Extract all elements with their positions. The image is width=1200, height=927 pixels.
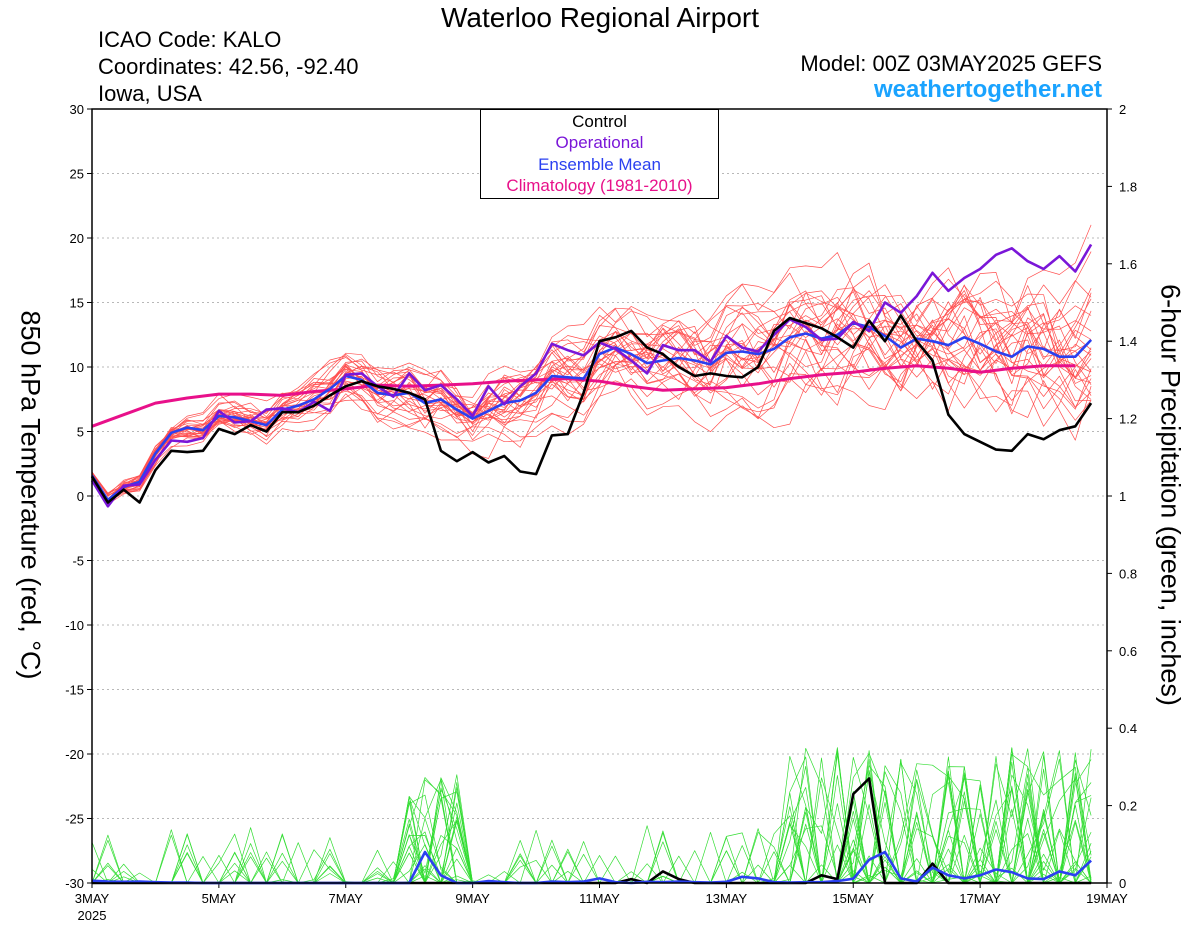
x-tick-label: 13MAY [706, 891, 748, 906]
legend-ensemble-mean: Ensemble Mean [538, 155, 661, 174]
x-tick-label: 5MAY [202, 891, 237, 906]
y-tick-label: -20 [65, 747, 84, 762]
station-coordinates: Coordinates: 42.56, -92.40 [98, 54, 359, 79]
x-tick-sublabel: 2025 [78, 908, 107, 923]
legend: Control Operational Ensemble Mean Climat… [480, 109, 719, 199]
x-tick-label: 17MAY [959, 891, 1001, 906]
x-tick-label: 9MAY [455, 891, 490, 906]
y2-tick-label: 1 [1119, 489, 1126, 504]
y2-tick-label: 2 [1119, 102, 1126, 117]
y-tick-label: -30 [65, 876, 84, 891]
y-tick-label: 30 [70, 102, 84, 117]
temperature-member-line [91, 251, 1092, 495]
control-line [90, 314, 1093, 504]
legend-control: Control [572, 112, 627, 131]
precipitation-member-line [92, 748, 1092, 884]
y2-tick-label: 0.2 [1119, 799, 1137, 814]
climatology-line [91, 364, 1076, 428]
temperature-member-line [91, 224, 1092, 505]
y2-tick-label: 1.8 [1119, 179, 1137, 194]
y-axis-label-temperature: 850 hPa Temperature (red, °C) [15, 310, 46, 680]
y-tick-label: 10 [70, 360, 84, 375]
y-tick-label: 5 [77, 425, 84, 440]
x-tick-label: 11MAY [579, 891, 620, 906]
x-tick-label: 3MAY [75, 891, 110, 906]
station-title: Waterloo Regional Airport [440, 2, 759, 33]
x-tick-label: 7MAY [329, 891, 364, 906]
legend-climatology: Climatology (1981-2010) [506, 176, 693, 195]
icao-code: ICAO Code: KALO [98, 27, 282, 52]
y-axis-label-precipitation: 6-hour Precipitation (green, inches) [1155, 284, 1186, 706]
y-tick-label: -15 [65, 683, 84, 698]
site-link[interactable]: weathertogether.net [873, 76, 1102, 103]
temperature-member-line [91, 278, 1092, 502]
y2-tick-label: 0.8 [1119, 566, 1137, 581]
legend-operational: Operational [555, 133, 644, 152]
y-tick-label: 0 [77, 489, 84, 504]
model-run: Model: 00Z 03MAY2025 GEFS [800, 51, 1102, 76]
y-tick-label: -25 [65, 812, 84, 827]
y2-tick-label: 0.4 [1119, 721, 1137, 736]
y-tick-label: -5 [72, 554, 84, 569]
y-tick-label: -10 [65, 618, 84, 633]
y2-tick-label: 0 [1119, 876, 1126, 891]
operational-line [90, 243, 1093, 508]
y2-tick-label: 0.6 [1119, 644, 1137, 659]
y2-tick-label: 1.4 [1119, 334, 1137, 349]
y2-tick-label: 1.2 [1119, 412, 1137, 427]
x-tick-label: 19MAY [1086, 891, 1128, 906]
x-tick-label: 15MAY [832, 891, 874, 906]
y-tick-label: 25 [70, 167, 84, 182]
y-tick-label: 20 [70, 231, 84, 246]
y-tick-label: 15 [70, 296, 84, 311]
station-region: Iowa, USA [98, 81, 202, 106]
temperature-member-line [91, 301, 1092, 501]
temperature-member-line [91, 280, 1092, 494]
y2-tick-label: 1.6 [1119, 257, 1137, 272]
temperature-member-line [91, 262, 1092, 502]
